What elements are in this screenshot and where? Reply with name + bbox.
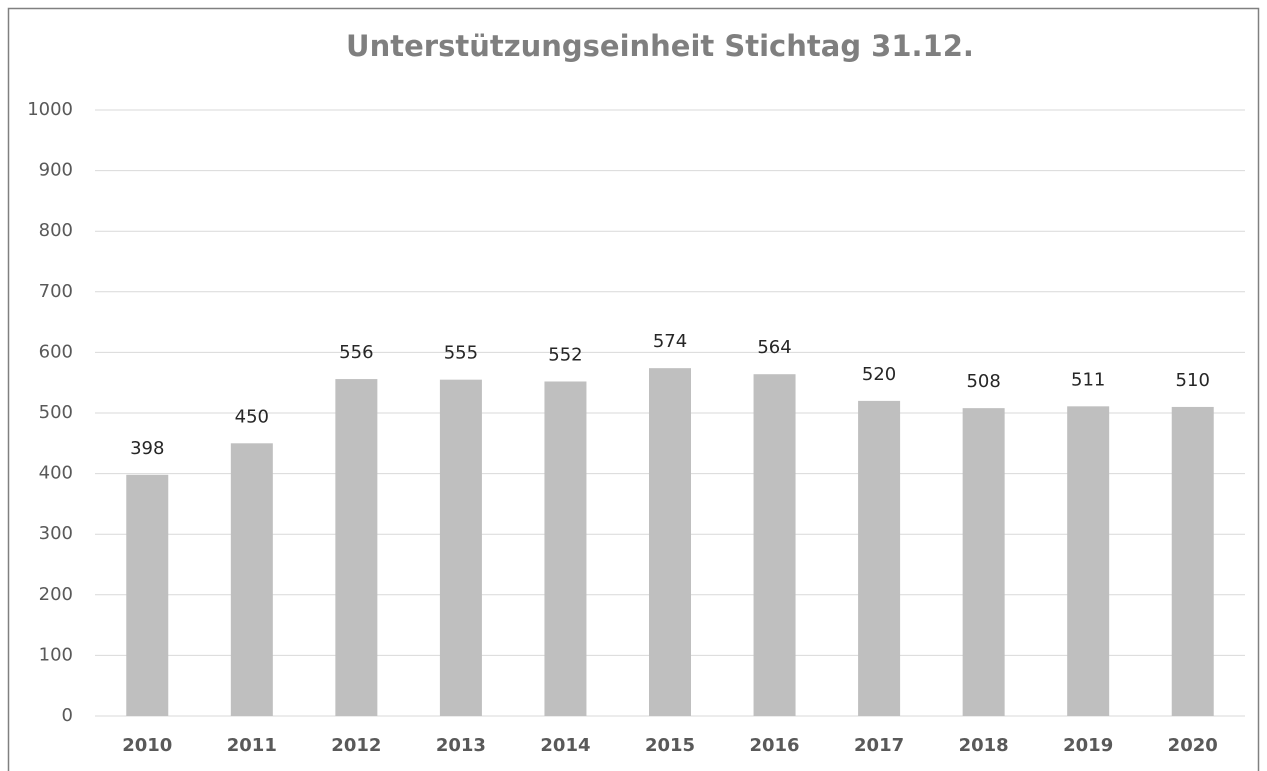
bar [439,379,482,716]
data-label: 552 [548,344,582,365]
y-tick-label: 0 [62,705,73,726]
chart-border [7,7,1260,771]
bar [1171,406,1214,716]
data-label: 511 [1071,369,1105,390]
y-tick-label: 300 [39,523,73,544]
y-tick-label: 100 [39,644,73,665]
bar [335,379,378,716]
x-tick-label: 2020 [1168,735,1218,756]
x-tick-label: 2017 [854,735,904,756]
data-label: 450 [235,406,269,427]
data-label: 555 [444,343,478,364]
data-label: 574 [653,331,687,352]
bar [858,400,901,716]
data-label: 556 [339,342,373,363]
bar [1067,406,1110,716]
bar [544,381,587,716]
x-tick-label: 2012 [331,735,381,756]
bar [126,474,169,716]
x-tick-label: 2011 [227,735,277,756]
x-tick-label: 2019 [1063,735,1113,756]
data-label: 510 [1176,370,1210,391]
bar [962,408,1005,716]
data-label: 564 [757,337,791,358]
x-tick-label: 2013 [436,735,486,756]
data-label: 508 [966,371,1000,392]
bar [649,368,691,716]
data-label: 398 [130,438,164,459]
y-tick-label: 500 [39,402,73,423]
y-tick-label: 700 [39,281,73,302]
x-tick-label: 2018 [959,735,1009,756]
y-tick-label: 600 [39,341,73,362]
bar [230,443,273,716]
x-tick-label: 2014 [540,735,590,756]
y-tick-label: 900 [39,160,73,181]
x-tick-label: 2016 [749,735,799,756]
y-tick-label: 1000 [27,99,73,120]
bar [753,374,796,716]
y-tick-label: 800 [39,220,73,241]
x-tick-label: 2015 [645,735,695,756]
chart-title: Unterstützungseinheit Stichtag 31.12. [346,29,974,63]
y-tick-label: 200 [39,584,73,605]
x-tick-label: 2010 [122,735,172,756]
y-tick-label: 400 [39,463,73,484]
data-label: 520 [862,364,896,385]
